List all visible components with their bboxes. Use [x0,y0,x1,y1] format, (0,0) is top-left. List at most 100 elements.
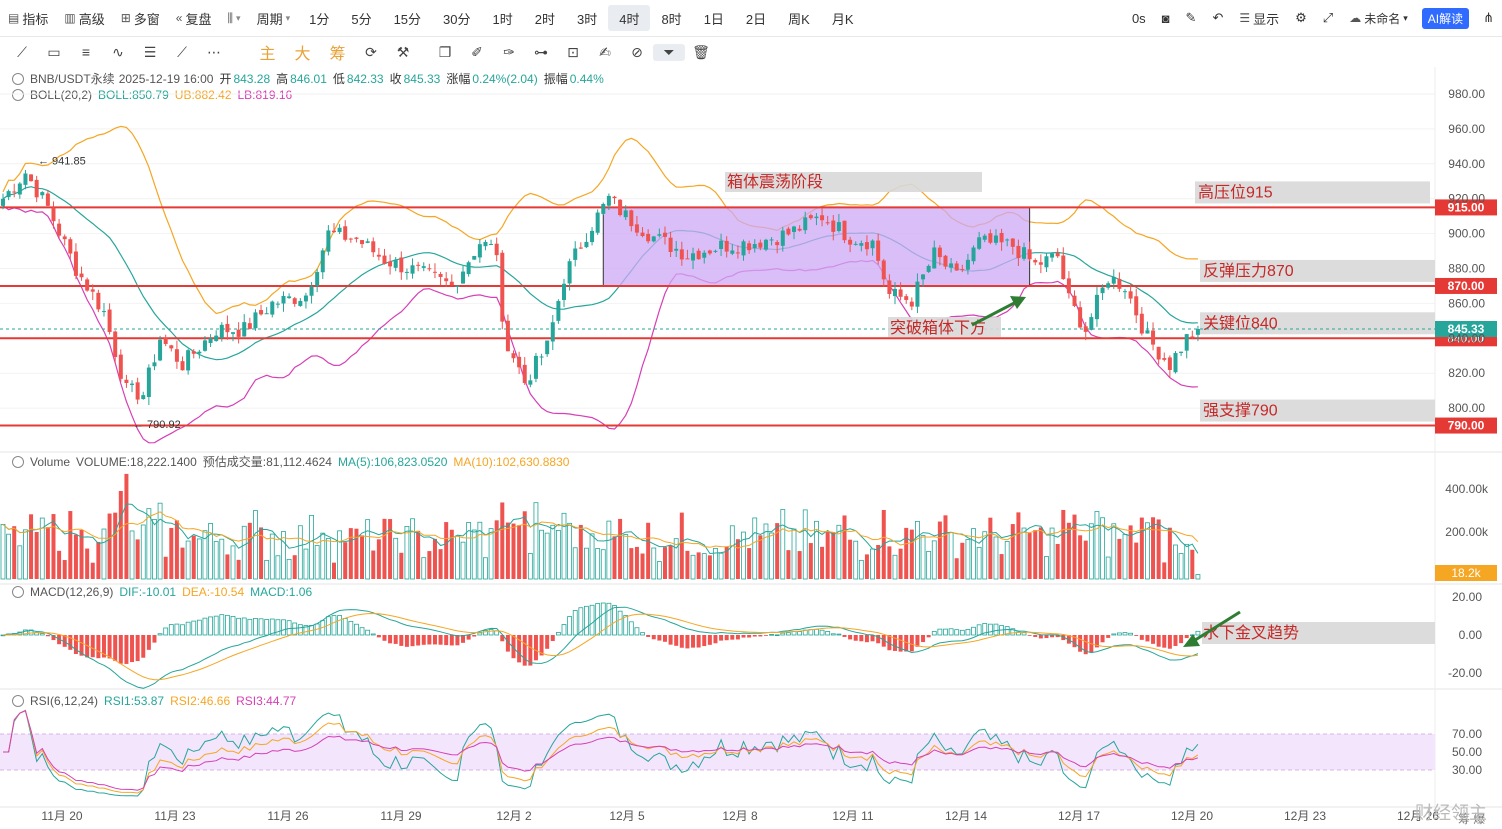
candle-body [842,220,847,241]
tab-period-5[interactable]: 2时 [534,11,555,27]
tab-period-6[interactable]: 3时 [576,11,598,27]
macd-hist-bar [152,635,157,643]
brush-icon[interactable]: ✐ [471,43,483,60]
ray-icon[interactable]: ⟋ [177,43,187,60]
advanced-button[interactable]: ▥ 高级 [64,11,105,27]
share-icon[interactable]: ⋔ [1483,10,1494,25]
multi-window-button[interactable]: ⊞ 多窗 [120,11,160,27]
volume-bar [848,539,853,579]
volume-bar [292,555,297,579]
volume-bar [1083,540,1088,579]
display-button[interactable]: ☰ 显示 [1239,11,1280,27]
tab-period-10[interactable]: 2日 [745,11,767,27]
macd-hist-bar [617,610,623,636]
fullscreen-icon[interactable]: ⤢ [1322,10,1334,25]
macd-hist-bar [909,635,914,652]
layout-name-button[interactable]: ☁ 未命名 ▾ [1349,11,1408,26]
macd-hist-bar [472,635,477,637]
gear-icon[interactable]: ⚙ [1295,10,1307,25]
rectangle-icon[interactable]: ▭ [47,43,61,60]
magnet-icon[interactable]: ⊘ [631,43,643,60]
macd-hist-bar [915,635,920,647]
volume-bar [309,514,314,580]
volume-bar [965,539,971,580]
volume-bar [286,558,292,580]
candle-body [853,243,858,245]
refresh-icon[interactable]: ⟳ [365,43,377,60]
candle-body [393,259,398,268]
macd-hist-bar [561,624,567,636]
trash-icon[interactable]: 🗑 [692,43,710,60]
candle-body [236,329,241,337]
volume-bar [331,562,336,579]
trend-line-icon[interactable]: ⟋ [17,43,27,60]
eye-icon[interactable] [12,89,24,101]
volume-bar [1038,527,1043,579]
candle-body [427,268,432,270]
eye-icon[interactable] [12,695,24,707]
candle-body [1089,317,1094,330]
period-button[interactable]: 周期 ▾ [256,11,291,27]
price-tick-1: 960.00 [1448,122,1485,136]
list-icon: ☰ [1239,11,1251,25]
replay-button[interactable]: «复盘 [175,11,212,27]
tab-period-4[interactable]: 1时 [492,11,513,27]
macd-dif-line [2,606,1199,689]
eye-icon[interactable] [12,455,24,468]
note-icon[interactable]: ✍ [599,43,611,60]
candle-body [674,248,679,251]
volume-bar [612,536,617,579]
candle-body [472,256,477,260]
high-extreme-label: ← 941.85 [38,156,86,168]
chart-canvas[interactable]: 915.00 高压位915 870.00 反弹压力870 840.00 关键位840 790… [0,67,1502,829]
tab-period-2[interactable]: 15分 [393,11,422,27]
tab-period-8[interactable]: 8时 [661,11,682,27]
candle-body [73,251,78,276]
tools-icon[interactable]: ⚒ [396,43,410,60]
candle-body [724,240,729,252]
candle-body [836,222,841,231]
big-order-toggle[interactable]: 大 [294,46,311,63]
macd-hist-bar [887,635,892,651]
macd-hist-bar [146,635,151,650]
macd-hist-bar [623,615,629,636]
chips-toggle[interactable]: 筹 [329,46,346,63]
fib-icon[interactable]: ∿ [112,43,124,60]
candle-body [315,272,320,286]
pen-icon[interactable]: ✎ [1185,10,1197,25]
copy-icon[interactable]: ❐ [438,43,452,60]
undo-icon[interactable]: ↶ [1212,10,1224,25]
indicator-button[interactable]: ▤ 指标 [8,11,49,27]
tab-period-12[interactable]: 月K [831,11,854,27]
main-force-toggle[interactable]: 主 [259,46,276,63]
macd-hist-bar [23,629,28,636]
parallel-lines-icon[interactable]: ≡ [81,44,91,60]
candle-body [124,379,129,383]
camera-icon[interactable]: ◙ [1161,10,1170,26]
price-tick-4: 900.00 [1448,227,1485,241]
macd-hist-bar [685,635,690,649]
tab-period-3[interactable]: 30分 [443,11,471,27]
more-icon[interactable]: ⋯ [207,43,221,60]
measure-icon[interactable]: ⊶ [534,43,548,60]
volume-bar [887,546,892,579]
candle-body [1044,256,1049,268]
tab-period-7[interactable]: 4时 [608,5,651,31]
eye-icon[interactable] [12,586,24,598]
horizontal-lines-icon[interactable]: ☰ [143,43,157,60]
replay-icon: « [175,11,183,25]
lock-icon[interactable]: ⊡ [567,43,579,60]
filter-icon[interactable]: ⏷ [653,43,685,61]
eye-icon[interactable] [12,72,24,85]
tab-period-11[interactable]: 周K [788,11,810,27]
tab-period-9[interactable]: 1日 [703,11,724,27]
tab-period-0[interactable]: 1分 [309,11,330,27]
ai-analysis-button[interactable]: AI解读 [1421,7,1470,29]
candle-type-button[interactable]: ⫼ ▾ [220,5,249,31]
tab-period-1[interactable]: 5分 [351,11,372,27]
macd-hist-bar [747,635,752,638]
highlighter-icon[interactable]: ✑ [503,43,515,60]
open-value: 843.28 [233,71,271,86]
volume-bar [466,522,472,580]
macd-hist-bar [1044,635,1049,639]
